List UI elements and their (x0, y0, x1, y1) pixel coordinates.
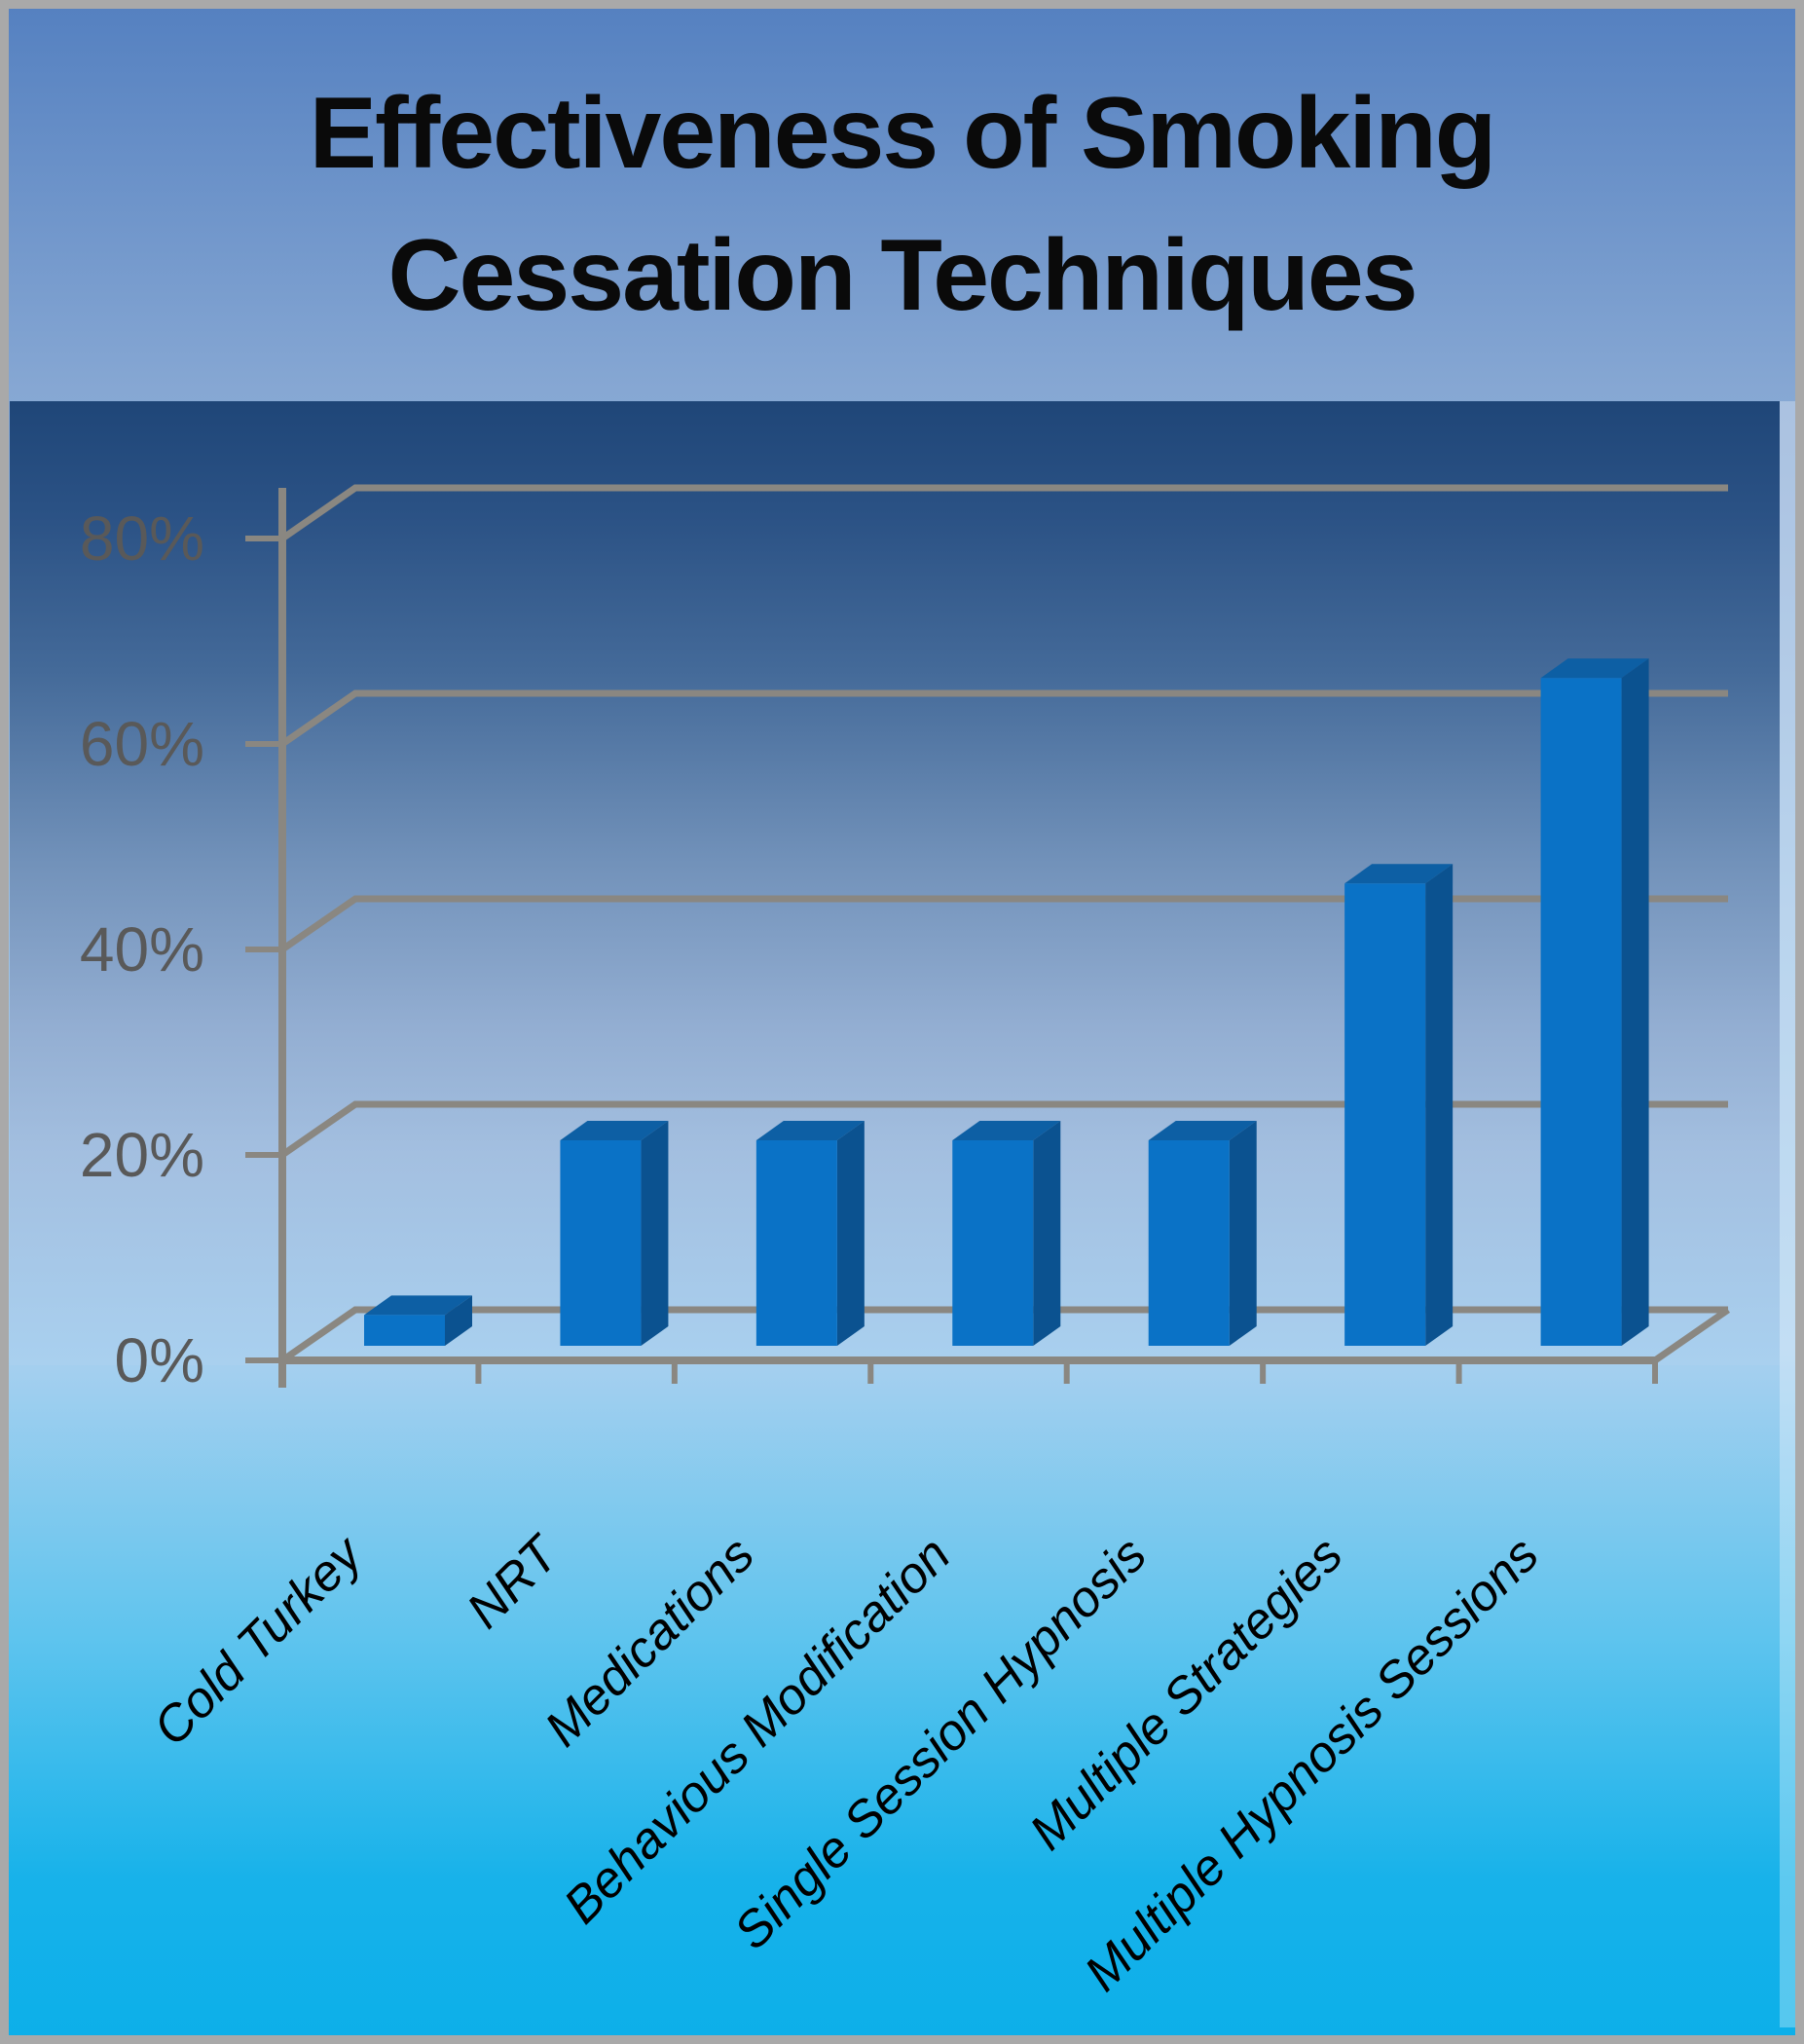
plot-area-background (10, 401, 1780, 1365)
bar-side-5 (1425, 864, 1454, 1346)
bar-4 (1148, 1140, 1230, 1346)
bar-top-2 (755, 1121, 865, 1140)
gridline-80% (280, 484, 1728, 541)
bar-top-0 (364, 1295, 472, 1316)
bar-2 (755, 1140, 837, 1346)
gridline-60% (280, 689, 1728, 747)
bar-3 (952, 1140, 1034, 1346)
floor-right-diagonal (1653, 1307, 1730, 1363)
y-tick-label-20%: 20% (80, 1120, 204, 1190)
bar-side-4 (1229, 1121, 1257, 1346)
bar-top-4 (1148, 1121, 1257, 1140)
bar-top-1 (560, 1121, 669, 1140)
bar-top-6 (1540, 658, 1649, 679)
bar-side-1 (641, 1121, 669, 1346)
y-tick-label-60%: 60% (80, 709, 204, 779)
category-label-0: Cold Turkey (143, 1524, 376, 1757)
category-label-3: Behavious Modification (553, 1526, 961, 1934)
bar-6 (1540, 678, 1622, 1346)
category-label-4: Single Session Hypnosis (723, 1526, 1158, 1960)
bar-1 (560, 1140, 642, 1346)
y-tick-label-80%: 80% (80, 503, 204, 574)
bar-side-3 (1033, 1121, 1061, 1346)
bar-5 (1344, 883, 1426, 1346)
bar-side-2 (836, 1121, 865, 1346)
bar-0 (364, 1315, 445, 1346)
gridline-40% (280, 895, 1728, 952)
bar-top-3 (952, 1121, 1061, 1140)
category-label-1: NRT (457, 1524, 571, 1639)
y-tick-label-0%: 0% (115, 1325, 205, 1395)
floor-back-edge (280, 1306, 1728, 1363)
bar-side-6 (1621, 658, 1649, 1346)
chart-title-line2: Cessation Techniques (387, 219, 1417, 332)
chart-title: Effectiveness of Smoking Cessation Techn… (0, 62, 1804, 347)
gridline-20% (280, 1100, 1728, 1158)
bar-top-5 (1344, 864, 1454, 884)
y-tick-label-40%: 40% (80, 914, 204, 985)
chart-title-line1: Effectiveness of Smoking (309, 77, 1497, 190)
bar-side-0 (445, 1295, 472, 1346)
plot-right-highlight (1780, 401, 1796, 2027)
